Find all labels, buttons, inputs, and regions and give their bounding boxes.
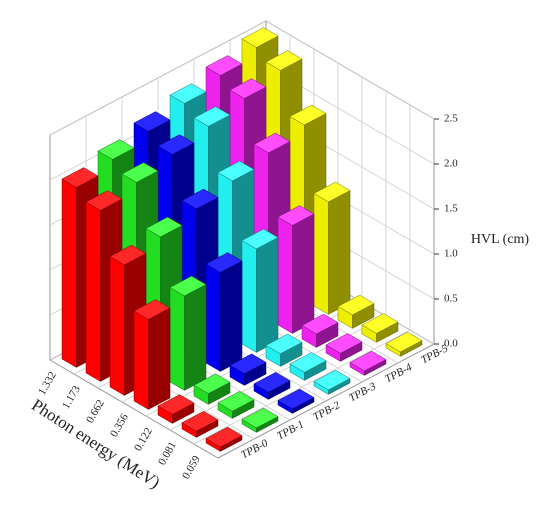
bar [169,275,207,391]
bar [217,391,255,419]
bar-top [241,228,279,250]
bar [241,228,279,353]
bar-side [184,284,207,391]
bar [265,333,303,367]
bar-top [205,252,243,273]
bar-top [157,394,195,415]
bar-top [253,372,291,393]
bar [313,369,351,395]
bar-top [169,83,207,104]
bar-top [109,244,147,266]
bar [181,411,219,438]
bar [133,299,171,410]
bar-side [256,237,279,353]
bar-front [169,287,185,391]
bar-top [157,134,195,155]
bar-top [169,275,207,297]
x-tick-label: 0.059 [180,453,203,481]
bar-side [148,307,171,410]
bar [325,333,363,362]
bar-top [61,167,99,188]
bar-top [301,313,339,335]
y-tick-label: 0.0 [444,338,458,350]
bar [313,181,351,315]
bar-top [217,160,255,182]
x-tick-label: 0.081 [156,440,179,467]
bar [289,352,327,381]
x-tick-label: 0.356 [108,411,131,439]
bar [361,313,399,343]
bar-top [205,426,243,448]
bar [337,294,375,329]
bar-top [289,352,327,373]
y-tick-label: 1.5 [444,203,458,215]
y-tick-label: 2.5 [444,113,458,125]
bar-top [289,104,327,126]
bar [301,313,339,348]
bar-top [193,373,231,394]
bar-front [205,263,221,372]
bar-top [385,331,423,353]
bar-front [61,178,77,368]
bar-top [265,333,303,355]
x-tick-label: 0.122 [132,426,155,453]
bar-front [85,201,101,382]
bar-front [133,310,149,410]
bar-top [181,188,219,210]
bar-top [265,50,303,71]
bar-top [193,106,231,127]
bar-top [277,205,315,226]
bar-top [145,216,183,238]
grid-line [49,20,435,136]
bar-top [337,294,375,316]
bar-top [133,299,171,320]
bar-top [325,333,363,354]
bar-top [205,55,243,76]
y-tick-label: 0.5 [444,293,458,305]
bar-top [361,313,399,334]
x-tick-label: 0.662 [84,398,107,425]
bar [157,394,195,424]
bar-top [229,78,267,99]
bar-top [133,111,171,132]
bar-top [241,407,279,429]
bar-front [313,193,329,315]
bar-top [229,353,267,374]
bar-side [328,190,351,315]
x-tick-label: 1.332 [36,370,59,397]
bar-top [217,391,255,412]
bar-top [313,181,351,203]
bar [205,252,243,372]
y-tick-label: 1.0 [444,248,458,260]
bar [229,353,267,386]
bar-side [292,213,315,334]
bar-front [241,240,257,353]
bar [277,388,315,414]
x-tick-label: 1.173 [60,383,83,411]
bar-front [277,216,293,334]
bar [253,372,291,400]
bar-top [277,388,315,410]
bar-top [349,350,387,372]
bar-top [85,190,123,211]
bar [277,205,315,334]
bar [193,373,231,405]
bar [385,331,423,357]
bar-top [313,369,351,391]
bar [205,426,243,452]
bar-top [253,132,291,154]
bar-top [181,411,219,432]
bar-top [121,162,159,183]
bar-front [109,256,125,396]
y-tick-label: 2.0 [444,158,458,170]
bar [241,407,279,433]
y-axis-title: HVL (cm) [471,232,530,247]
bar-side [220,260,243,372]
bar [349,350,387,376]
bar-top [97,139,135,160]
bar-top [241,27,279,48]
